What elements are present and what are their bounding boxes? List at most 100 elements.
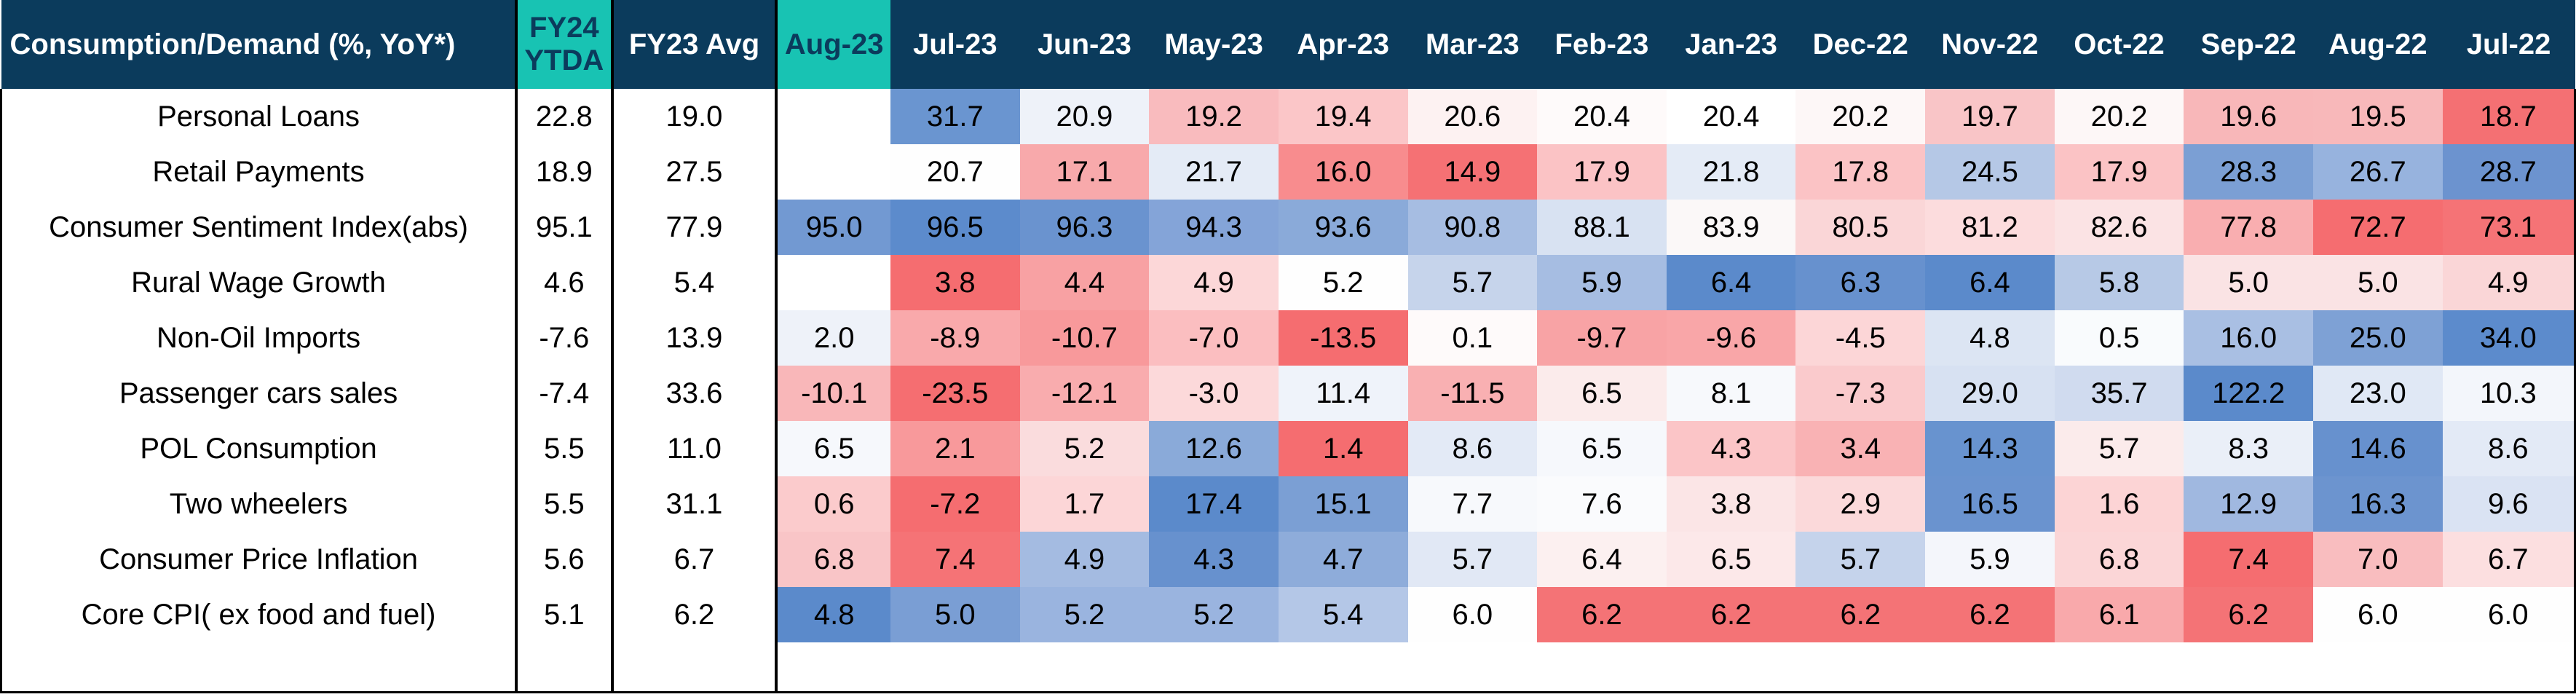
heatmap-cell: 6.2 bbox=[1537, 587, 1667, 642]
heatmap-cell: 96.3 bbox=[1019, 200, 1150, 255]
heatmap-cell: 6.5 bbox=[1537, 421, 1667, 476]
row-label: Core CPI( ex food and fuel) bbox=[0, 587, 518, 642]
heatmap-cell: -12.1 bbox=[1019, 366, 1150, 421]
heatmap-cell: 6.7 bbox=[2442, 532, 2576, 587]
heatmap-cell: 34.0 bbox=[2442, 310, 2576, 366]
heatmap-cell: 19.5 bbox=[2313, 89, 2443, 144]
table-row: Non-Oil Imports -7.6 13.9 2.0 -8.9 -10.7 -7.0-… bbox=[0, 310, 2576, 366]
heatmap-cell: 35.7 bbox=[2054, 366, 2184, 421]
header-mar-23: Mar-23 bbox=[1407, 0, 1538, 89]
table-row: Core CPI( ex food and fuel) 5.1 6.2 4.8 5.0 5… bbox=[0, 587, 2576, 642]
heatmap-cell: 21.7 bbox=[1149, 144, 1279, 200]
row-label: Two wheelers bbox=[0, 476, 518, 532]
fy23-avg-cell: 27.5 bbox=[612, 144, 778, 200]
heatmap-cell: 21.8 bbox=[1666, 144, 1796, 200]
heatmap-cell: 5.8 bbox=[2054, 255, 2184, 310]
heatmap-cell: 5.0 bbox=[2313, 255, 2443, 310]
row-label: Consumer Price Inflation bbox=[0, 532, 518, 587]
row-label: Passenger cars sales bbox=[0, 366, 518, 421]
header-aug-23: Aug-23 bbox=[776, 0, 890, 89]
header-jul-23: Jul-23 bbox=[890, 0, 1020, 89]
heatmap-cell: 6.0 bbox=[2442, 587, 2576, 642]
heatmap-cell bbox=[776, 255, 890, 310]
header-jul-22: Jul-22 bbox=[2442, 0, 2575, 89]
heatmap-cell: 1.6 bbox=[2054, 476, 2184, 532]
heatmap-cell: 0.1 bbox=[1407, 310, 1538, 366]
heatmap-cell: 5.4 bbox=[1278, 587, 1408, 642]
header-fy23-avg: FY23 Avg bbox=[612, 0, 778, 89]
blank-cell bbox=[1795, 642, 1926, 693]
heatmap-cell: 81.2 bbox=[1925, 200, 2055, 255]
heatmap-cell: 17.9 bbox=[2054, 144, 2184, 200]
heatmap-cell: 20.4 bbox=[1666, 89, 1796, 144]
heatmap-cell: 6.5 bbox=[1537, 366, 1667, 421]
heatmap-cell: 6.2 bbox=[1666, 587, 1796, 642]
blank-cell bbox=[1019, 642, 1150, 693]
heatmap-cell: 4.9 bbox=[1149, 255, 1279, 310]
heatmap-cell: -3.0 bbox=[1149, 366, 1279, 421]
heatmap-cell: 4.8 bbox=[776, 587, 890, 642]
table-row: Consumer Price Inflation 5.6 6.7 6.8 7.4 4.9 4… bbox=[0, 532, 2576, 587]
blank-cell bbox=[776, 642, 890, 693]
heatmap-cell: 6.5 bbox=[776, 421, 890, 476]
blank-cell bbox=[2184, 642, 2313, 693]
heatmap-cell: 3.8 bbox=[890, 255, 1020, 310]
heatmap-cell: 6.1 bbox=[2054, 587, 2184, 642]
heatmap-cell: 80.5 bbox=[1795, 200, 1926, 255]
heatmap-cell: 8.6 bbox=[1407, 421, 1538, 476]
fy24-ytda-cell: 5.5 bbox=[516, 476, 614, 532]
row-label: Rural Wage Growth bbox=[0, 255, 518, 310]
header-fy24-ytda: FY24 YTDA bbox=[516, 0, 614, 89]
heatmap-cell: 73.1 bbox=[2442, 200, 2576, 255]
heatmap-cell: 5.2 bbox=[1019, 587, 1150, 642]
heatmap-cell: 14.9 bbox=[1407, 144, 1538, 200]
heatmap-cell: 25.0 bbox=[2313, 310, 2443, 366]
blank-row bbox=[0, 642, 2576, 693]
heatmap-cell: 90.8 bbox=[1407, 200, 1538, 255]
heatmap-cell: 14.6 bbox=[2313, 421, 2443, 476]
table-row: Consumer Sentiment Index(abs) 95.1 77.9 95.… bbox=[0, 200, 2576, 255]
heatmap-cell: 16.0 bbox=[2184, 310, 2313, 366]
heatmap-cell: 122.2 bbox=[2184, 366, 2313, 421]
heatmap-cell: -10.1 bbox=[776, 366, 890, 421]
heatmap-cell: 7.4 bbox=[890, 532, 1020, 587]
heatmap-cell: 20.4 bbox=[1537, 89, 1667, 144]
fy23-avg-cell: 33.6 bbox=[612, 366, 778, 421]
row-label: Non-Oil Imports bbox=[0, 310, 518, 366]
heatmap-cell: -13.5 bbox=[1278, 310, 1408, 366]
fy24-ytda-cell: 5.1 bbox=[516, 587, 614, 642]
header-row: Consumption/Demand (%, YoY*) FY24 YTDA FY2… bbox=[1, 0, 2575, 89]
row-label: Retail Payments bbox=[0, 144, 518, 200]
fy23-avg-cell: 5.4 bbox=[612, 255, 778, 310]
blank-cell bbox=[1537, 642, 1667, 693]
heatmap-cell: 4.9 bbox=[2442, 255, 2576, 310]
heatmap-cell: 5.7 bbox=[2054, 421, 2184, 476]
heatmap-cell: 24.5 bbox=[1925, 144, 2055, 200]
table-row: POL Consumption 5.5 11.0 6.5 2.1 5.2 12.6 1.4 8.… bbox=[0, 421, 2576, 476]
header-dec-22: Dec-22 bbox=[1795, 0, 1926, 89]
heatmap-cell: 28.7 bbox=[2442, 144, 2576, 200]
heatmap-cell: 0.6 bbox=[776, 476, 890, 532]
table-row: Retail Payments 18.9 27.5 20.7 17.1 21.7 16.0 1… bbox=[0, 144, 2576, 200]
heatmap-cell: 88.1 bbox=[1537, 200, 1667, 255]
heatmap-cell: 17.8 bbox=[1795, 144, 1926, 200]
heatmap-cell: 5.7 bbox=[1407, 532, 1538, 587]
heatmap-cell: 6.3 bbox=[1795, 255, 1926, 310]
blank-cell bbox=[1925, 642, 2055, 693]
heatmap-cell: 6.4 bbox=[1666, 255, 1796, 310]
blank-cell bbox=[1278, 642, 1408, 693]
fy23-avg-cell: 19.0 bbox=[612, 89, 778, 144]
heatmap-cell: 19.7 bbox=[1925, 89, 2055, 144]
heatmap-cell: 16.3 bbox=[2313, 476, 2443, 532]
header-nov-22: Nov-22 bbox=[1925, 0, 2055, 89]
heatmap-cell: 5.7 bbox=[1795, 532, 1926, 587]
heatmap-cell: 82.6 bbox=[2054, 200, 2184, 255]
heatmap-cell: 6.8 bbox=[2054, 532, 2184, 587]
heatmap-cell: 7.4 bbox=[2184, 532, 2313, 587]
heatmap-cell: -9.6 bbox=[1666, 310, 1796, 366]
heatmap-cell: 19.2 bbox=[1149, 89, 1279, 144]
blank-cell bbox=[1149, 642, 1279, 693]
heatmap-cell: 19.6 bbox=[2184, 89, 2313, 144]
heatmap-cell: 20.9 bbox=[1019, 89, 1150, 144]
